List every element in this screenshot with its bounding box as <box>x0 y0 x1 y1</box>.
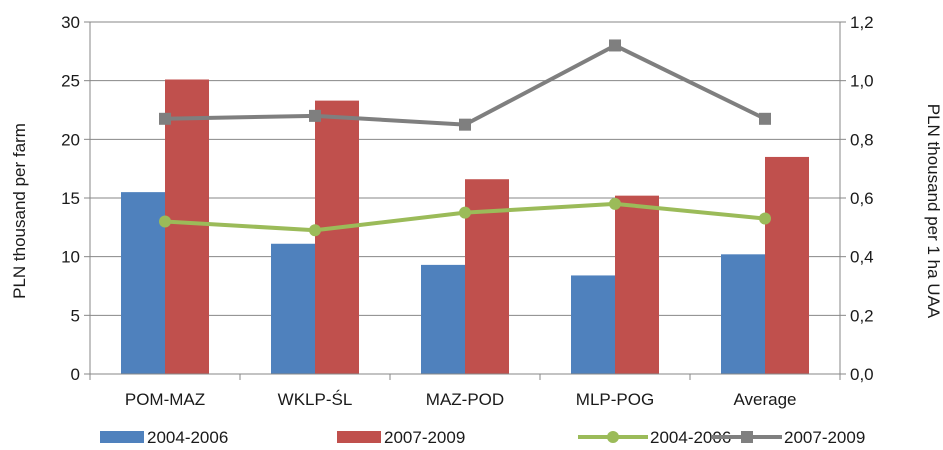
y2-tick-label: 0,6 <box>850 189 874 208</box>
bar <box>615 195 659 374</box>
legend-label: 2004-2006 <box>147 428 228 447</box>
legend-label: 2007-2009 <box>384 428 465 447</box>
bar <box>165 79 209 374</box>
x-tick-label: POM-MAZ <box>125 390 205 409</box>
y-tick-label: 20 <box>61 130 80 149</box>
x-tick-label: WKLP-ŚL <box>278 390 353 409</box>
series-line <box>164 43 766 127</box>
bars <box>121 79 809 374</box>
legend-marker <box>741 431 753 443</box>
y2-tick-label: 1,0 <box>850 72 874 91</box>
legend: 2004-2006 2007-2009 2004-2006 2007-2009 <box>100 428 865 447</box>
line-series <box>159 39 771 237</box>
y2-tick-label: 0,8 <box>850 130 874 149</box>
y-tick-label: 0 <box>71 365 80 384</box>
point <box>759 112 771 125</box>
point <box>459 206 471 219</box>
x-tick-label: MLP-POG <box>576 390 654 409</box>
bar <box>465 179 509 374</box>
point <box>159 112 171 125</box>
x-tick-label: MAZ-POD <box>426 390 504 409</box>
point <box>309 224 321 237</box>
tick-labels: 0 0,0 5 0,2 10 0,4 15 0,6 20 0,8 25 1,0 30 1,2 POM-MAZ… <box>61 13 874 409</box>
y-tick-label: 30 <box>61 13 80 32</box>
bar <box>571 275 615 374</box>
legend-label: 2007-2009 <box>784 428 865 447</box>
y-axis-title: PLN thousand per farm <box>10 123 29 299</box>
legend-marker <box>607 431 619 443</box>
x-tick-label: Average <box>733 390 796 409</box>
y-tick-label: 25 <box>61 72 80 91</box>
bar <box>271 243 315 374</box>
point <box>609 197 621 210</box>
legend-label: 2004-2006 <box>650 428 731 447</box>
y2-tick-label: 0,0 <box>850 365 874 384</box>
y2-tick-label: 0,2 <box>850 306 874 325</box>
legend-swatch <box>337 431 381 443</box>
bar <box>765 156 809 374</box>
bar <box>121 192 165 374</box>
y2-tick-label: 1,2 <box>850 13 874 32</box>
point <box>159 215 171 228</box>
y-tick-label: 5 <box>71 306 80 325</box>
y2-tick-label: 0,4 <box>850 248 874 267</box>
y-tick-label: 15 <box>61 189 80 208</box>
bar <box>315 100 359 374</box>
point <box>759 212 771 225</box>
axes <box>84 21 846 380</box>
bar <box>421 264 465 374</box>
point <box>309 109 321 122</box>
legend-swatch <box>100 431 144 443</box>
bar <box>721 254 765 374</box>
y-tick-label: 10 <box>61 248 80 267</box>
y2-axis-title: PLN thousand per 1 ha UAA <box>924 104 943 319</box>
point <box>609 39 621 52</box>
point <box>459 118 471 131</box>
